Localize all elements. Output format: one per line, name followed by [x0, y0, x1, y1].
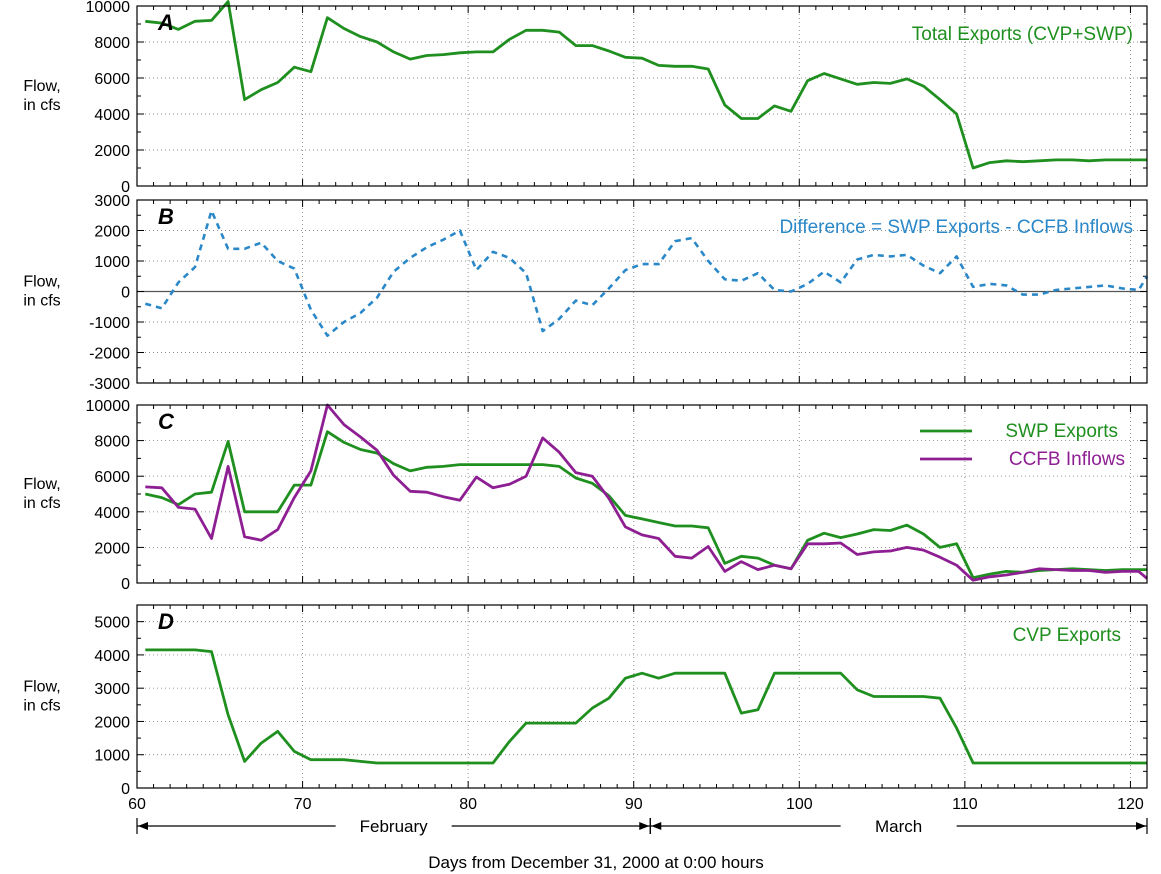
grid-lines — [137, 405, 1147, 583]
plot-frame — [136, 199, 1148, 384]
grid-lines — [137, 605, 1147, 788]
y-axis-label: Flow, — [23, 78, 60, 95]
y-tick-label: -1000 — [89, 315, 130, 332]
x-tick-label: 120 — [1117, 796, 1144, 813]
x-axis-label: Days from December 31, 2000 at 0:00 hour… — [428, 853, 763, 872]
arrowhead-right-icon — [1136, 822, 1146, 830]
plot-frame — [136, 5, 1148, 187]
y-tick-label: 2000 — [94, 143, 130, 160]
series-line-ccfb-inflows — [145, 403, 1148, 582]
y-tick-label: -2000 — [89, 346, 130, 363]
legend-label: SWP Exports — [1005, 421, 1118, 442]
panel-c: 10000 8000 6000 4000 2000 0 C SWP Exports CCFB I… — [23, 398, 1148, 593]
y-axis-label: in cfs — [23, 97, 60, 114]
y-tick-label: 4000 — [94, 505, 130, 522]
y-axis-label: in cfs — [23, 698, 60, 715]
month-label-february: February — [360, 817, 429, 836]
series-line-cvp-exports — [145, 648, 1147, 765]
panel-letter: C — [158, 409, 175, 434]
y-tick-label: 6000 — [94, 71, 130, 88]
x-tick-label: 100 — [786, 796, 813, 813]
y-axis-label: Flow, — [23, 274, 60, 291]
y-tick-label: 10000 — [86, 0, 131, 16]
axis-ticks — [136, 404, 1148, 584]
x-tick-label: 80 — [459, 796, 477, 813]
arrowhead-right-icon — [639, 822, 650, 830]
axis-ticks — [136, 604, 1148, 789]
y-axis-label: in cfs — [23, 293, 60, 310]
legend-entry: Difference = SWP Exports - CCFB Inflows — [779, 217, 1133, 238]
legend-entry: CCFB Inflows — [920, 449, 1125, 470]
y-tick-label: 2000 — [94, 714, 130, 731]
legend-entry: Total Exports (CVP+SWP) — [912, 24, 1133, 45]
y-tick-label: 4000 — [94, 107, 130, 124]
y-tick-label: 10000 — [86, 398, 131, 415]
x-tick-label: 110 — [952, 796, 978, 813]
plot-frame — [136, 404, 1148, 584]
panel-d: 5000 4000 3000 2000 1000 0 D CVP Exports Flow, in… — [23, 604, 1148, 798]
series-line-swp-exports — [145, 430, 1147, 580]
y-tick-label: 8000 — [94, 434, 130, 451]
y-tick-label: 0 — [121, 781, 130, 798]
x-tick-label: 70 — [294, 796, 312, 813]
y-tick-label: 0 — [121, 285, 130, 302]
legend-label: Difference = SWP Exports - CCFB Inflows — [779, 217, 1133, 238]
legend-label: Total Exports (CVP+SWP) — [912, 24, 1133, 45]
month-arrows — [136, 818, 1148, 834]
panel-a: 10000 8000 6000 4000 2000 0 A Total Exports (CV… — [23, 0, 1148, 196]
y-tick-label: -3000 — [89, 376, 130, 393]
y-tick-label: 1000 — [94, 254, 130, 271]
y-tick-label: 3000 — [94, 193, 130, 210]
y-tick-label: 1000 — [94, 748, 130, 765]
y-axis-label: Flow, — [23, 679, 60, 696]
y-tick-label: 4000 — [94, 648, 130, 665]
y-tick-label: 2000 — [94, 224, 130, 241]
x-tick-label: 60 — [128, 796, 146, 813]
panel-b: 3000 2000 1000 0 -1000 -2000 -3000 B Difference … — [23, 193, 1149, 393]
legend-label: CVP Exports — [1013, 625, 1121, 646]
y-tick-label: 2000 — [94, 540, 130, 557]
month-label-march: March — [875, 817, 922, 836]
y-tick-label: 6000 — [94, 469, 130, 486]
series-line-difference-swp-exports-ccfb-inflows — [144, 209, 1149, 337]
x-tick-label: 90 — [625, 796, 643, 813]
y-tick-label: 0 — [121, 576, 130, 593]
arrowhead-left-icon — [651, 822, 662, 830]
legend-entry: SWP Exports — [920, 421, 1118, 442]
panel-letter: B — [158, 204, 174, 229]
panel-letter: D — [158, 609, 174, 634]
y-tick-label: 3000 — [94, 681, 130, 698]
plot-frame — [136, 604, 1148, 789]
grid-lines — [137, 6, 1147, 186]
legend-label: CCFB Inflows — [1009, 449, 1125, 470]
y-tick-label: 8000 — [94, 35, 130, 52]
y-tick-label: 5000 — [94, 615, 130, 632]
y-axis-label: Flow, — [23, 476, 60, 493]
arrowhead-left-icon — [138, 822, 148, 830]
y-axis-label: in cfs — [23, 495, 60, 512]
series-line-total-exports-cvp-swp — [145, 0, 1147, 170]
y-tick-label: 0 — [121, 179, 130, 196]
panel-letter: A — [157, 10, 174, 35]
legend-entry: CVP Exports — [1013, 625, 1121, 646]
